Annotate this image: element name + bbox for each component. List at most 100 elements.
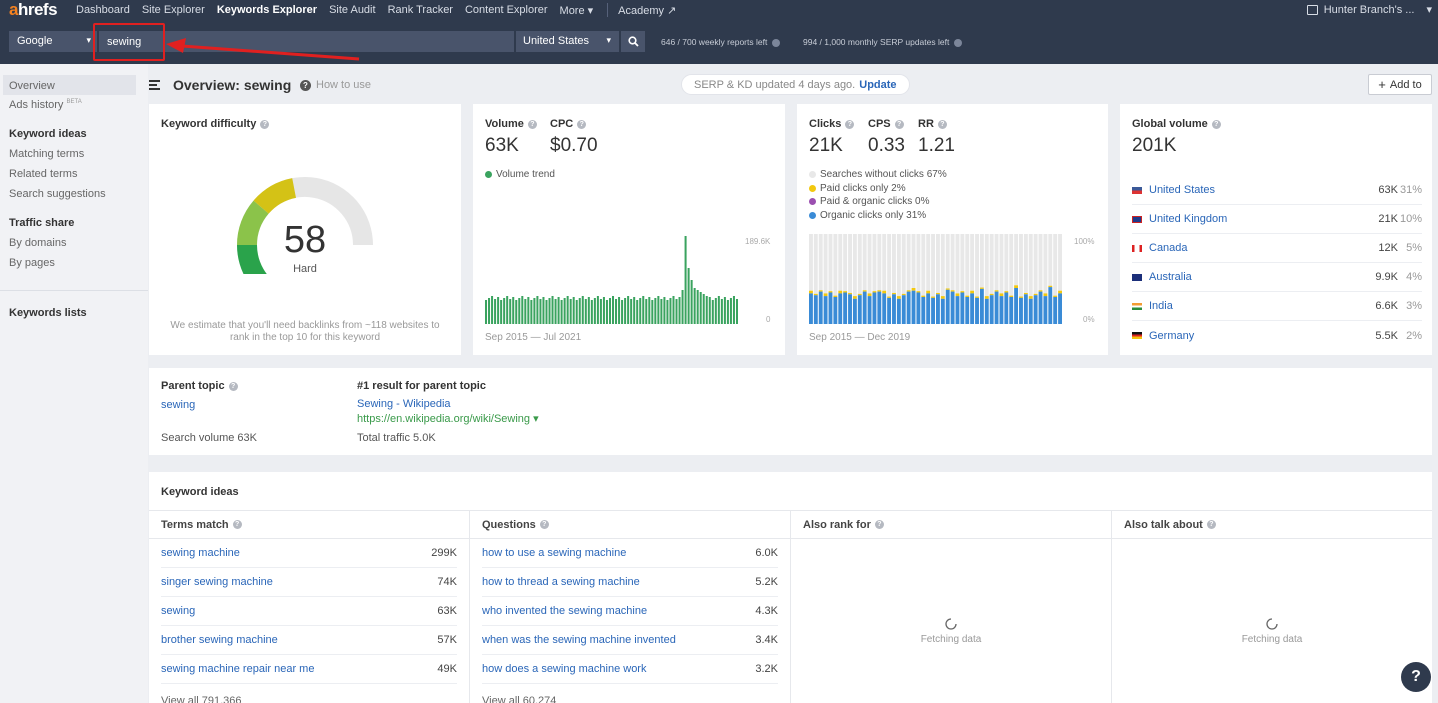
- volume-bar: [624, 298, 627, 324]
- clicks-bar-segment: [916, 292, 921, 324]
- clicks-bar-segment: [979, 288, 984, 324]
- nav-site-explorer[interactable]: Site Explorer: [141, 4, 205, 16]
- sidebar-item-matching-terms[interactable]: Matching terms: [9, 148, 85, 160]
- sidebar-item-ads-history[interactable]: Ads history BETA: [9, 99, 82, 111]
- sidebar-heading-keywords-lists[interactable]: Keywords lists: [9, 307, 87, 319]
- info-icon[interactable]: ?: [1206, 520, 1216, 529]
- volume-bar: [590, 300, 593, 324]
- sidebar-item-overview[interactable]: Overview: [9, 80, 55, 92]
- clicks-bar-segment: [848, 292, 852, 295]
- how-to-use-link[interactable]: ? How to use: [300, 79, 371, 91]
- clicks-chart: [809, 234, 1062, 324]
- sidebar-heading-traffic-share[interactable]: Traffic share: [9, 217, 75, 229]
- info-icon[interactable]: ?: [577, 119, 587, 129]
- clicks-bar-segment: [838, 290, 843, 294]
- clicks-bar-segment: [843, 234, 848, 292]
- clicks-bar-segment: [906, 234, 911, 291]
- country-select[interactable]: United States ▾: [516, 31, 619, 52]
- volume-bar: [651, 300, 654, 324]
- sidebar-item-by-domains[interactable]: By domains: [9, 237, 67, 249]
- clicks-bar-segment: [1048, 287, 1053, 324]
- ahrefs-logo[interactable]: ahrefs: [9, 0, 58, 19]
- volume-bar: [518, 298, 521, 324]
- hamburger-icon[interactable]: [149, 80, 160, 92]
- india-flag-icon: [1132, 302, 1142, 310]
- info-icon[interactable]: [953, 38, 962, 47]
- info-icon[interactable]: ?: [539, 520, 549, 529]
- user-name: Hunter Branch's ...: [1323, 3, 1415, 16]
- clicks-bar-segment: [838, 234, 843, 291]
- clicks-bar-segment: [852, 234, 857, 297]
- clicks-bar-segment: [877, 291, 882, 324]
- clicks-bar-segment: [1053, 297, 1058, 324]
- volume-bar: [657, 296, 660, 324]
- clicks-bar-segment: [1023, 234, 1028, 293]
- clicks-bar-segment: [852, 296, 857, 299]
- cps-label: CPS: [868, 118, 891, 130]
- volume-bar: [687, 268, 690, 324]
- clicks-bar-segment: [823, 234, 828, 294]
- info-icon[interactable]: ?: [228, 381, 238, 391]
- clicks-bar-segment: [867, 296, 872, 324]
- chevron-down-icon: ▾: [1426, 4, 1432, 16]
- parent-topic-link[interactable]: sewing: [161, 399, 196, 411]
- clicks-bar-segment: [1048, 234, 1053, 286]
- info-icon[interactable]: ?: [527, 119, 537, 129]
- clicks-bar-segment: [965, 295, 970, 297]
- view-all-terms-link[interactable]: View all 791,366: [161, 694, 242, 703]
- search-engine-select[interactable]: Google ▾: [9, 31, 97, 52]
- clicks-bar-segment: [833, 295, 838, 297]
- country-row: India 6.6K 3%: [1132, 292, 1422, 321]
- top-result-url[interactable]: https://en.wikipedia.org/wiki/Sewing ▾: [357, 413, 539, 425]
- clicks-bar-segment: [818, 290, 823, 292]
- clicks-bar-segment: [843, 292, 848, 324]
- nav-content-explorer[interactable]: Content Explorer: [464, 4, 548, 16]
- add-to-button[interactable]: + Add to: [1368, 74, 1432, 95]
- nav-academy[interactable]: Academy ↗: [618, 4, 677, 17]
- volume-bar: [630, 299, 633, 324]
- clicks-bar-segment: [916, 291, 921, 293]
- help-button[interactable]: ?: [1401, 662, 1431, 692]
- clicks-bar-segment: [823, 293, 828, 297]
- view-all-questions-link[interactable]: View all 60,274: [482, 694, 557, 703]
- nav-keywords-explorer[interactable]: Keywords Explorer: [216, 4, 318, 16]
- global-volume-value: 201K: [1132, 135, 1177, 156]
- info-icon[interactable]: ?: [232, 520, 242, 529]
- spinner-icon: [1112, 618, 1432, 633]
- nav-site-audit[interactable]: Site Audit: [329, 4, 376, 16]
- clicks-bar-segment: [892, 234, 896, 293]
- column-divider: [1111, 510, 1112, 703]
- clicks-bar-segment: [809, 290, 813, 294]
- clicks-bar-segment: [867, 293, 872, 297]
- info-icon[interactable]: ?: [1211, 119, 1221, 129]
- update-link[interactable]: Update: [859, 78, 897, 91]
- top-result-title[interactable]: Sewing - Wikipedia: [357, 398, 451, 410]
- volume-bar: [503, 298, 506, 324]
- info-icon[interactable]: [771, 38, 780, 47]
- clicks-bar-segment: [989, 293, 994, 296]
- clicks-bar-segment: [960, 291, 965, 293]
- nav-rank-tracker[interactable]: Rank Tracker: [387, 4, 453, 16]
- clicks-bar-segment: [892, 294, 896, 324]
- info-icon[interactable]: ?: [874, 520, 884, 529]
- info-icon[interactable]: ?: [260, 119, 270, 129]
- sidebar-item-search-suggestions[interactable]: Search suggestions: [9, 188, 106, 200]
- info-icon[interactable]: ?: [937, 119, 947, 129]
- clicks-bar-segment: [975, 297, 979, 324]
- volume-bar: [660, 299, 663, 324]
- clicks-bar-segment: [970, 293, 975, 324]
- search-button[interactable]: [621, 31, 645, 52]
- nav-dashboard[interactable]: Dashboard: [76, 4, 130, 16]
- volume-bar: [663, 297, 666, 324]
- nav-more[interactable]: More ▾: [559, 4, 594, 17]
- clicks-bar-segment: [970, 234, 975, 291]
- info-icon[interactable]: ?: [894, 119, 904, 129]
- sidebar-item-related-terms[interactable]: Related terms: [9, 168, 78, 180]
- sidebar-item-by-pages[interactable]: By pages: [9, 257, 55, 269]
- sidebar-heading-keyword-ideas[interactable]: Keyword ideas: [9, 128, 87, 140]
- beta-badge: BETA: [66, 99, 82, 105]
- info-icon[interactable]: ?: [845, 119, 855, 129]
- user-menu[interactable]: Hunter Branch's ... ▾: [1306, 3, 1432, 16]
- fetching-data-text: Fetching data: [920, 634, 982, 645]
- terms-match-heading: Terms match: [161, 518, 229, 531]
